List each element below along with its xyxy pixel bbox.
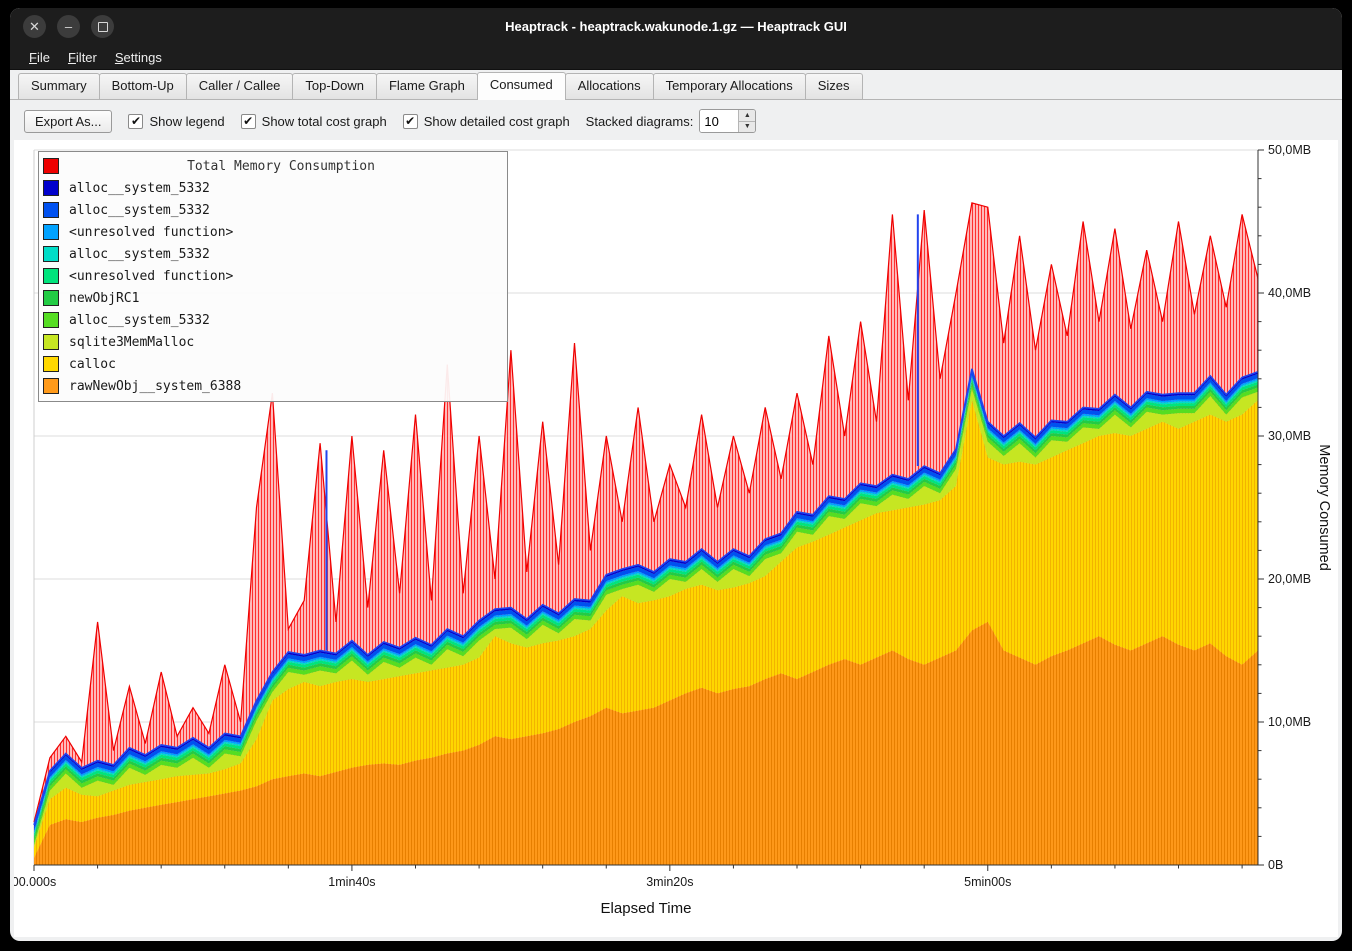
title-bar: ✕ – Heaptrack - heaptrack.wakunode.1.gz … bbox=[10, 8, 1342, 45]
tab-bottom-up[interactable]: Bottom-Up bbox=[99, 73, 187, 99]
checkbox-box: ✔ bbox=[128, 114, 143, 129]
legend-label: newObjRC1 bbox=[69, 291, 139, 306]
legend-label: calloc bbox=[69, 357, 116, 372]
legend-item: alloc__system_5332 bbox=[39, 243, 507, 265]
y-tick-label: 50,0MB bbox=[1268, 143, 1311, 157]
legend-label: alloc__system_5332 bbox=[69, 181, 210, 196]
app-window: ✕ – Heaptrack - heaptrack.wakunode.1.gz … bbox=[10, 8, 1342, 941]
y-tick-label: 0B bbox=[1268, 858, 1283, 872]
legend-item: <unresolved function> bbox=[39, 265, 507, 287]
spin-buttons: ▲ ▼ bbox=[738, 110, 755, 132]
maximize-button[interactable] bbox=[91, 15, 114, 38]
legend-label: sqlite3MemMalloc bbox=[69, 335, 194, 350]
legend-item: rawNewObj__system_6388 bbox=[39, 375, 507, 397]
y-tick-label: 10,0MB bbox=[1268, 715, 1311, 729]
stacked-diagrams-input[interactable] bbox=[700, 110, 738, 132]
checkbox-box: ✔ bbox=[403, 114, 418, 129]
legend-label: alloc__system_5332 bbox=[69, 247, 210, 262]
toolbar: Export As... ✔ Show legend ✔ Show total cos… bbox=[24, 108, 1334, 134]
legend-item: <unresolved function> bbox=[39, 221, 507, 243]
legend-label: rawNewObj__system_6388 bbox=[69, 379, 241, 394]
checkbox-show-detailed-cost-graph[interactable]: ✔ Show detailed cost graph bbox=[403, 114, 570, 129]
y-tick-label: 20,0MB bbox=[1268, 572, 1311, 586]
y-axis-label: Memory Consumed bbox=[1316, 444, 1332, 571]
legend-item: sqlite3MemMalloc bbox=[39, 331, 507, 353]
legend-item: alloc__system_5332 bbox=[39, 199, 507, 221]
window-controls: ✕ – bbox=[10, 15, 114, 38]
legend-title-row: Total Memory Consumption bbox=[39, 155, 507, 177]
legend-swatch bbox=[43, 246, 59, 262]
stacked-diagrams-control: Stacked diagrams: ▲ ▼ bbox=[586, 109, 757, 133]
legend-item: newObjRC1 bbox=[39, 287, 507, 309]
legend-title-swatch bbox=[43, 158, 59, 174]
legend-item: calloc bbox=[39, 353, 507, 375]
legend-label: <unresolved function> bbox=[69, 225, 233, 240]
x-tick-label: 5min00s bbox=[964, 875, 1011, 889]
legend-swatch bbox=[43, 290, 59, 306]
legend-item: alloc__system_5332 bbox=[39, 309, 507, 331]
x-axis-label: Elapsed Time bbox=[601, 900, 692, 917]
legend-swatch bbox=[43, 378, 59, 394]
tab-temporary-allocations[interactable]: Temporary Allocations bbox=[653, 73, 806, 99]
window-title: Heaptrack - heaptrack.wakunode.1.gz — He… bbox=[10, 19, 1342, 34]
menu-item-settings[interactable]: Settings bbox=[106, 47, 171, 68]
checkbox-label: Show detailed cost graph bbox=[424, 114, 570, 129]
chart-legend: Total Memory Consumption alloc__system_5… bbox=[38, 151, 508, 402]
x-tick-label: 3min20s bbox=[646, 875, 693, 889]
legend-swatch bbox=[43, 356, 59, 372]
maximize-icon bbox=[98, 22, 108, 32]
menu-item-file[interactable]: File bbox=[20, 47, 59, 68]
legend-label: alloc__system_5332 bbox=[69, 203, 210, 218]
legend-swatch bbox=[43, 202, 59, 218]
y-tick-label: 30,0MB bbox=[1268, 429, 1311, 443]
checkbox-show-legend[interactable]: ✔ Show legend bbox=[128, 114, 224, 129]
tab-caller-callee[interactable]: Caller / Callee bbox=[186, 73, 294, 99]
menu-item-filter[interactable]: Filter bbox=[59, 47, 106, 68]
legend-label: alloc__system_5332 bbox=[69, 313, 210, 328]
y-tick-label: 40,0MB bbox=[1268, 286, 1311, 300]
legend-items: alloc__system_5332 alloc__system_5332 <unr… bbox=[39, 177, 507, 397]
x-tick-label: 1min40s bbox=[328, 875, 375, 889]
close-button[interactable]: ✕ bbox=[23, 15, 46, 38]
legend-item: alloc__system_5332 bbox=[39, 177, 507, 199]
checkbox-label: Show total cost graph bbox=[262, 114, 387, 129]
spin-up-button[interactable]: ▲ bbox=[739, 110, 755, 122]
legend-swatch bbox=[43, 268, 59, 284]
memory-chart: 00.000s 1min40s 3min20s 5min00s 0B 10,0MB 20,0… bbox=[14, 140, 1338, 937]
checkbox-show-total-cost-graph[interactable]: ✔ Show total cost graph bbox=[241, 114, 387, 129]
stacked-diagrams-spinbox[interactable]: ▲ ▼ bbox=[699, 109, 756, 133]
legend-swatch bbox=[43, 312, 59, 328]
tab-consumed[interactable]: Consumed bbox=[477, 72, 566, 100]
checkbox-label: Show legend bbox=[149, 114, 224, 129]
legend-swatch bbox=[43, 224, 59, 240]
tab-flame-graph[interactable]: Flame Graph bbox=[376, 73, 478, 99]
tab-summary[interactable]: Summary bbox=[18, 73, 100, 99]
tab-top-down[interactable]: Top-Down bbox=[292, 73, 377, 99]
stacked-diagrams-label: Stacked diagrams: bbox=[586, 114, 694, 129]
export-as-button[interactable]: Export As... bbox=[24, 110, 112, 133]
legend-label: <unresolved function> bbox=[69, 269, 233, 284]
legend-title: Total Memory Consumption bbox=[59, 159, 503, 174]
checkbox-group: ✔ Show legend ✔ Show total cost graph ✔ Show … bbox=[128, 114, 569, 129]
x-tick-label: 00.000s bbox=[14, 875, 56, 889]
checkbox-box: ✔ bbox=[241, 114, 256, 129]
spin-down-button[interactable]: ▼ bbox=[739, 122, 755, 133]
minimize-button[interactable]: – bbox=[57, 15, 80, 38]
legend-swatch bbox=[43, 180, 59, 196]
legend-swatch bbox=[43, 334, 59, 350]
tab-allocations[interactable]: Allocations bbox=[565, 73, 654, 99]
tab-sizes[interactable]: Sizes bbox=[805, 73, 863, 99]
